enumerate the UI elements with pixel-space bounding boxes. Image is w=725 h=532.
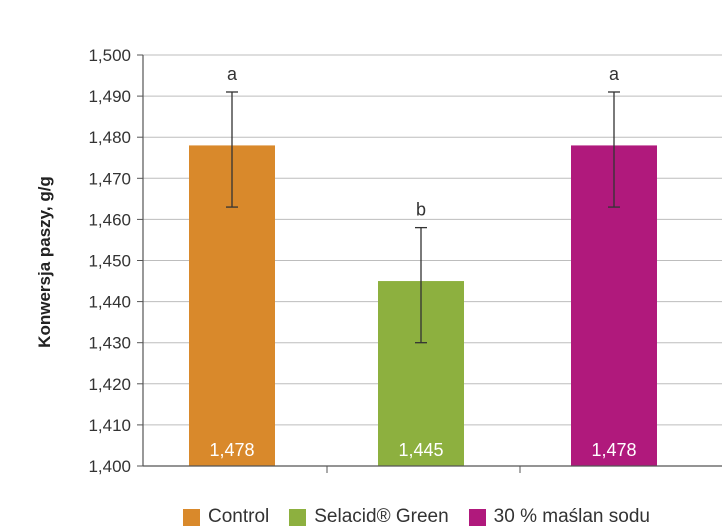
legend-swatch-selacid: [289, 508, 307, 526]
legend-item-maslan: 30 % maślan sodu: [468, 506, 650, 528]
legend-label-control: Control: [208, 506, 270, 527]
y-tick-label: 1,400: [88, 457, 131, 476]
legend-item-control: Control: [183, 506, 269, 528]
legend-label-selacid: Selacid® Green: [314, 506, 449, 527]
bar-value-label: 1,478: [591, 440, 636, 460]
bar-value-label: 1,445: [398, 440, 443, 460]
x-axis: [143, 465, 722, 473]
y-axis-label: Konwersja paszy, g/g: [35, 176, 54, 348]
legend-label-maslan: 30 % maślan sodu: [493, 506, 650, 527]
error-bars: [226, 91, 620, 344]
y-tick-label: 1,480: [88, 128, 131, 147]
y-tick-label: 1,450: [88, 252, 131, 271]
significance-label: a: [609, 64, 620, 84]
bar-value-label: 1,478: [209, 440, 254, 460]
significance-label: b: [416, 200, 426, 220]
legend-item-selacid: Selacid® Green: [289, 506, 449, 528]
bars: [189, 145, 657, 467]
y-tick-label: 1,500: [88, 46, 131, 65]
bar-labels: 1,478 a 1,445 b 1,478 a: [209, 64, 636, 460]
y-tick-label: 1,410: [88, 416, 131, 435]
legend: Control Selacid® Green 30 % maślan sodu: [183, 504, 670, 530]
legend-swatch-maslan: [468, 508, 486, 526]
significance-label: a: [227, 64, 238, 84]
y-tick-label: 1,420: [88, 375, 131, 394]
y-tick-label: 1,470: [88, 169, 131, 188]
legend-swatch-control: [183, 508, 200, 526]
y-tick-label: 1,440: [88, 293, 131, 312]
y-tick-label: 1,460: [88, 210, 131, 229]
y-tick-label: 1,490: [88, 87, 131, 106]
y-axis: 1,400 1,410 1,420 1,430 1,440 1,450 1,460 1,470…: [88, 46, 144, 476]
y-tick-label: 1,430: [88, 334, 131, 353]
